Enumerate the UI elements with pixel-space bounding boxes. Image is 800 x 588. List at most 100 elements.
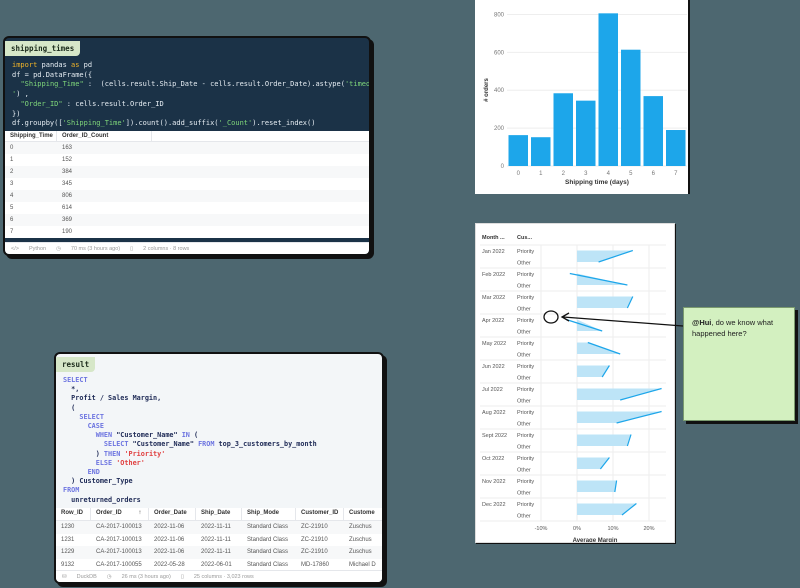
column-header[interactable]: Order_ID ↑ (91, 508, 149, 520)
svg-text:Other: Other (517, 353, 531, 359)
table-cell: CA-2017-100055 (96, 561, 142, 568)
svg-text:-10%: -10% (535, 526, 548, 532)
svg-text:1: 1 (539, 171, 543, 177)
bar[interactable] (531, 137, 551, 166)
svg-text:200: 200 (494, 126, 505, 132)
table-cell: 163 (62, 144, 73, 151)
column-header[interactable]: Shipping_Time (5, 130, 57, 141)
sticky-note-comment[interactable]: @Hui, do we know what happened here? (683, 307, 795, 421)
column-header[interactable]: Customer_ID (296, 508, 344, 520)
margin-line (599, 457, 610, 470)
column-header[interactable]: Row_ID (56, 508, 91, 520)
timing-label: 26 ms (3 hours ago) (121, 573, 171, 580)
sql-code[interactable]: SELECT *, Profit / Sales Margin, ( SELEC… (63, 376, 317, 504)
table-cell: ZC-21910 (301, 536, 328, 543)
table-row: 3 345 (5, 178, 369, 190)
margin-area (577, 434, 631, 446)
svg-text:Priority: Priority (517, 364, 534, 370)
svg-text:Average Margin: Average Margin (573, 538, 618, 543)
margin-area (577, 388, 662, 400)
svg-text:Priority: Priority (517, 502, 534, 508)
table-cell: 1229 (61, 549, 75, 556)
table-cell: ZC-21910 (301, 549, 328, 556)
bar[interactable] (508, 135, 529, 166)
svg-text:Other: Other (517, 330, 531, 336)
table-cell: 190 (62, 228, 73, 235)
table-row: 1 152 (5, 154, 369, 166)
column-header[interactable]: Order_Date (149, 508, 196, 520)
column-header[interactable]: Custome (344, 508, 382, 520)
bar[interactable] (666, 130, 686, 166)
shipping-time-bar-chart: 0 200 400 600 800 0 1 2 3 4 5 6 7 Shipping time (days… (475, 0, 690, 194)
sql-cell-result[interactable]: result SELECT *, Profit / Sales Margin, … (54, 352, 384, 584)
svg-text:Other: Other (517, 491, 531, 497)
database-icon: ⛁ (62, 573, 67, 580)
margin-line (626, 434, 632, 447)
table-cell: 2022-11-11 (201, 536, 231, 543)
table-cell: Standard Class (247, 536, 289, 543)
bar-chart-svg: 0 200 400 600 800 0 1 2 3 4 5 6 7 Shipping time (days… (484, 12, 687, 186)
margin-chart-svg: Month ... Cus... Jan 2022 Priority Other Feb … (480, 235, 666, 543)
svg-text:Priority: Priority (517, 410, 534, 416)
svg-text:Jun 2022: Jun 2022 (482, 364, 505, 370)
table-cell: 2022-11-06 (154, 524, 185, 531)
svg-text:Priority: Priority (517, 318, 534, 324)
clock-icon: ◷ (106, 573, 112, 580)
python-cell-shipping-times[interactable]: shipping_times import pandas as pd df = … (3, 36, 371, 256)
column-header[interactable]: Ship_Date (196, 508, 242, 520)
table-cell: CA-2017-100013 (96, 524, 142, 531)
column-header[interactable]: Order_ID_Count (57, 130, 152, 141)
python-output-table: Shipping_Time Order_ID_Count 0 163 1 152 2 384… (5, 130, 369, 238)
shape-label: 2 columns · 8 rows (143, 245, 190, 252)
bar[interactable] (598, 13, 619, 166)
svg-text:Month ...: Month ... (482, 235, 505, 241)
margin-area (577, 319, 603, 331)
svg-text:3: 3 (584, 171, 588, 177)
table-cell: 1 (10, 156, 14, 163)
margin-line (621, 503, 637, 516)
svg-text:20%: 20% (643, 526, 654, 532)
bar[interactable] (576, 100, 596, 166)
python-code[interactable]: import pandas as pd df = pd.DataFrame({ … (12, 61, 371, 128)
table-cell: 2022-11-06 (154, 549, 185, 556)
margin-area (577, 342, 621, 354)
svg-text:Priority: Priority (517, 479, 534, 485)
cell-tag[interactable]: shipping_times (5, 41, 81, 56)
table-cell: Standard Class (247, 524, 289, 531)
table-cell: Zuschus (349, 524, 372, 531)
bar[interactable] (553, 93, 574, 166)
table-cell: 4 (10, 192, 14, 199)
table-row: 0 163 (5, 141, 369, 154)
bar[interactable] (621, 49, 641, 167)
sql-output-table: Row_ID Order_ID ↑ Order_Date Ship_Date Ship_… (56, 508, 382, 571)
table-cell: 3 (10, 180, 14, 187)
table-cell: 2022-06-01 (201, 561, 232, 568)
shape-label: 25 columns · 3,023 rows (193, 573, 254, 580)
table-cell: Zuschus (349, 549, 372, 556)
table-cell: 1230 (61, 524, 75, 531)
svg-text:Priority: Priority (517, 341, 534, 347)
table-row: 7 190 (5, 226, 369, 238)
bar[interactable] (643, 96, 664, 166)
svg-text:Other: Other (517, 445, 531, 451)
svg-text:400: 400 (494, 88, 505, 94)
table-cell: 2022-11-11 (201, 524, 231, 531)
column-header[interactable]: Ship_Mode (242, 508, 296, 520)
svg-text:Shipping time (days): Shipping time (days) (565, 179, 629, 186)
svg-text:Other: Other (517, 468, 531, 474)
svg-text:Priority: Priority (517, 387, 534, 393)
svg-text:Other: Other (517, 284, 531, 290)
margin-area (577, 273, 628, 285)
table-row: 5 614 (5, 202, 369, 214)
table-row: 4 806 (5, 189, 369, 202)
mention[interactable]: @Hui (692, 318, 712, 327)
table-cell: 2 (10, 168, 14, 175)
cell-tag[interactable]: result (56, 357, 96, 372)
svg-text:5: 5 (629, 171, 633, 177)
note-text: , do we know what happened here? (692, 318, 774, 338)
margin-area (577, 457, 610, 469)
svg-text:Cus...: Cus... (517, 235, 532, 241)
columns-icon: ▯ (180, 573, 184, 580)
table-cell: Michael D (349, 561, 376, 568)
